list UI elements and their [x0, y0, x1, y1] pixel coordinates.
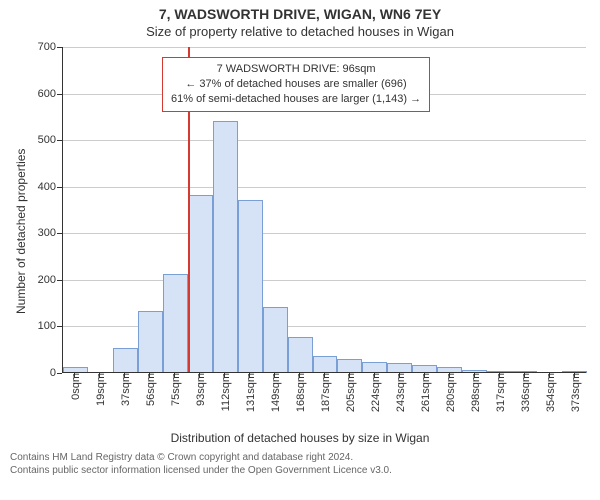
- y-axis-title: Number of detached properties: [14, 149, 28, 314]
- y-tick-label: 300: [38, 227, 62, 239]
- histogram-bar: [138, 311, 163, 373]
- grid-line: [62, 233, 586, 234]
- callout-line: 61% of semi-detached houses are larger (…: [171, 92, 421, 107]
- histogram-bar: [113, 348, 138, 373]
- histogram-bar: [188, 195, 213, 373]
- y-tick-label: 600: [38, 88, 62, 100]
- x-axis-title: Distribution of detached houses by size …: [171, 431, 430, 445]
- y-tick-label: 0: [50, 367, 62, 379]
- x-tick-label: 373sqm: [566, 373, 582, 412]
- x-tick-label: 75sqm: [166, 373, 182, 406]
- y-axis-line: [62, 47, 63, 373]
- summary-callout: 7 WADSWORTH DRIVE: 96sqm← 37% of detache…: [162, 57, 430, 112]
- grid-line: [62, 187, 586, 188]
- histogram-chart: 0 100 200 300 400 500 600 700 0sqm 19sqm 37sqm 56sq…: [0, 41, 600, 451]
- x-tick-label: 298sqm: [466, 373, 482, 412]
- x-tick-label: 317sqm: [491, 373, 507, 412]
- x-tick-label: 149sqm: [266, 373, 282, 412]
- callout-line: ← 37% of detached houses are smaller (69…: [171, 77, 421, 92]
- x-tick-label: 243sqm: [391, 373, 407, 412]
- x-tick-label: 261sqm: [416, 373, 432, 412]
- attribution-footer: Contains HM Land Registry data © Crown c…: [0, 451, 600, 483]
- y-tick-label: 500: [38, 134, 62, 146]
- y-tick-label: 100: [38, 320, 62, 332]
- x-tick-label: 0sqm: [66, 373, 82, 400]
- plot-area: 01002003004005006007000sqm19sqm37sqm56sq…: [62, 47, 586, 373]
- histogram-bar: [288, 337, 313, 373]
- x-tick-label: 19sqm: [91, 373, 107, 406]
- histogram-bar: [163, 274, 188, 373]
- page-title: 7, WADSWORTH DRIVE, WIGAN, WN6 7EY: [0, 6, 600, 22]
- y-tick-label: 200: [38, 274, 62, 286]
- footer-line: Contains HM Land Registry data © Crown c…: [10, 451, 590, 464]
- grid-line: [62, 140, 586, 141]
- callout-line: 7 WADSWORTH DRIVE: 96sqm: [171, 62, 421, 77]
- x-tick-label: 112sqm: [216, 373, 232, 411]
- histogram-bar: [313, 356, 338, 373]
- footer-line: Contains public sector information licen…: [10, 464, 590, 477]
- x-tick-label: 205sqm: [341, 373, 357, 412]
- histogram-bar: [238, 200, 263, 373]
- x-axis-line: [62, 372, 586, 373]
- x-tick-label: 280sqm: [441, 373, 457, 412]
- grid-line: [62, 280, 586, 281]
- histogram-bar: [213, 121, 238, 373]
- x-tick-label: 168sqm: [291, 373, 307, 412]
- x-tick-label: 354sqm: [541, 373, 557, 412]
- x-tick-label: 187sqm: [316, 373, 332, 412]
- x-tick-label: 224sqm: [366, 373, 382, 412]
- y-tick-label: 700: [38, 41, 62, 53]
- histogram-bar: [337, 359, 362, 373]
- histogram-bar: [263, 307, 288, 373]
- page-subtitle: Size of property relative to detached ho…: [0, 24, 600, 39]
- grid-line: [62, 47, 586, 48]
- x-tick-label: 336sqm: [516, 373, 532, 412]
- x-tick-label: 37sqm: [116, 373, 132, 406]
- y-tick-label: 400: [38, 181, 62, 193]
- x-tick-label: 93sqm: [191, 373, 207, 406]
- x-tick-label: 131sqm: [241, 373, 257, 412]
- x-tick-label: 56sqm: [141, 373, 157, 406]
